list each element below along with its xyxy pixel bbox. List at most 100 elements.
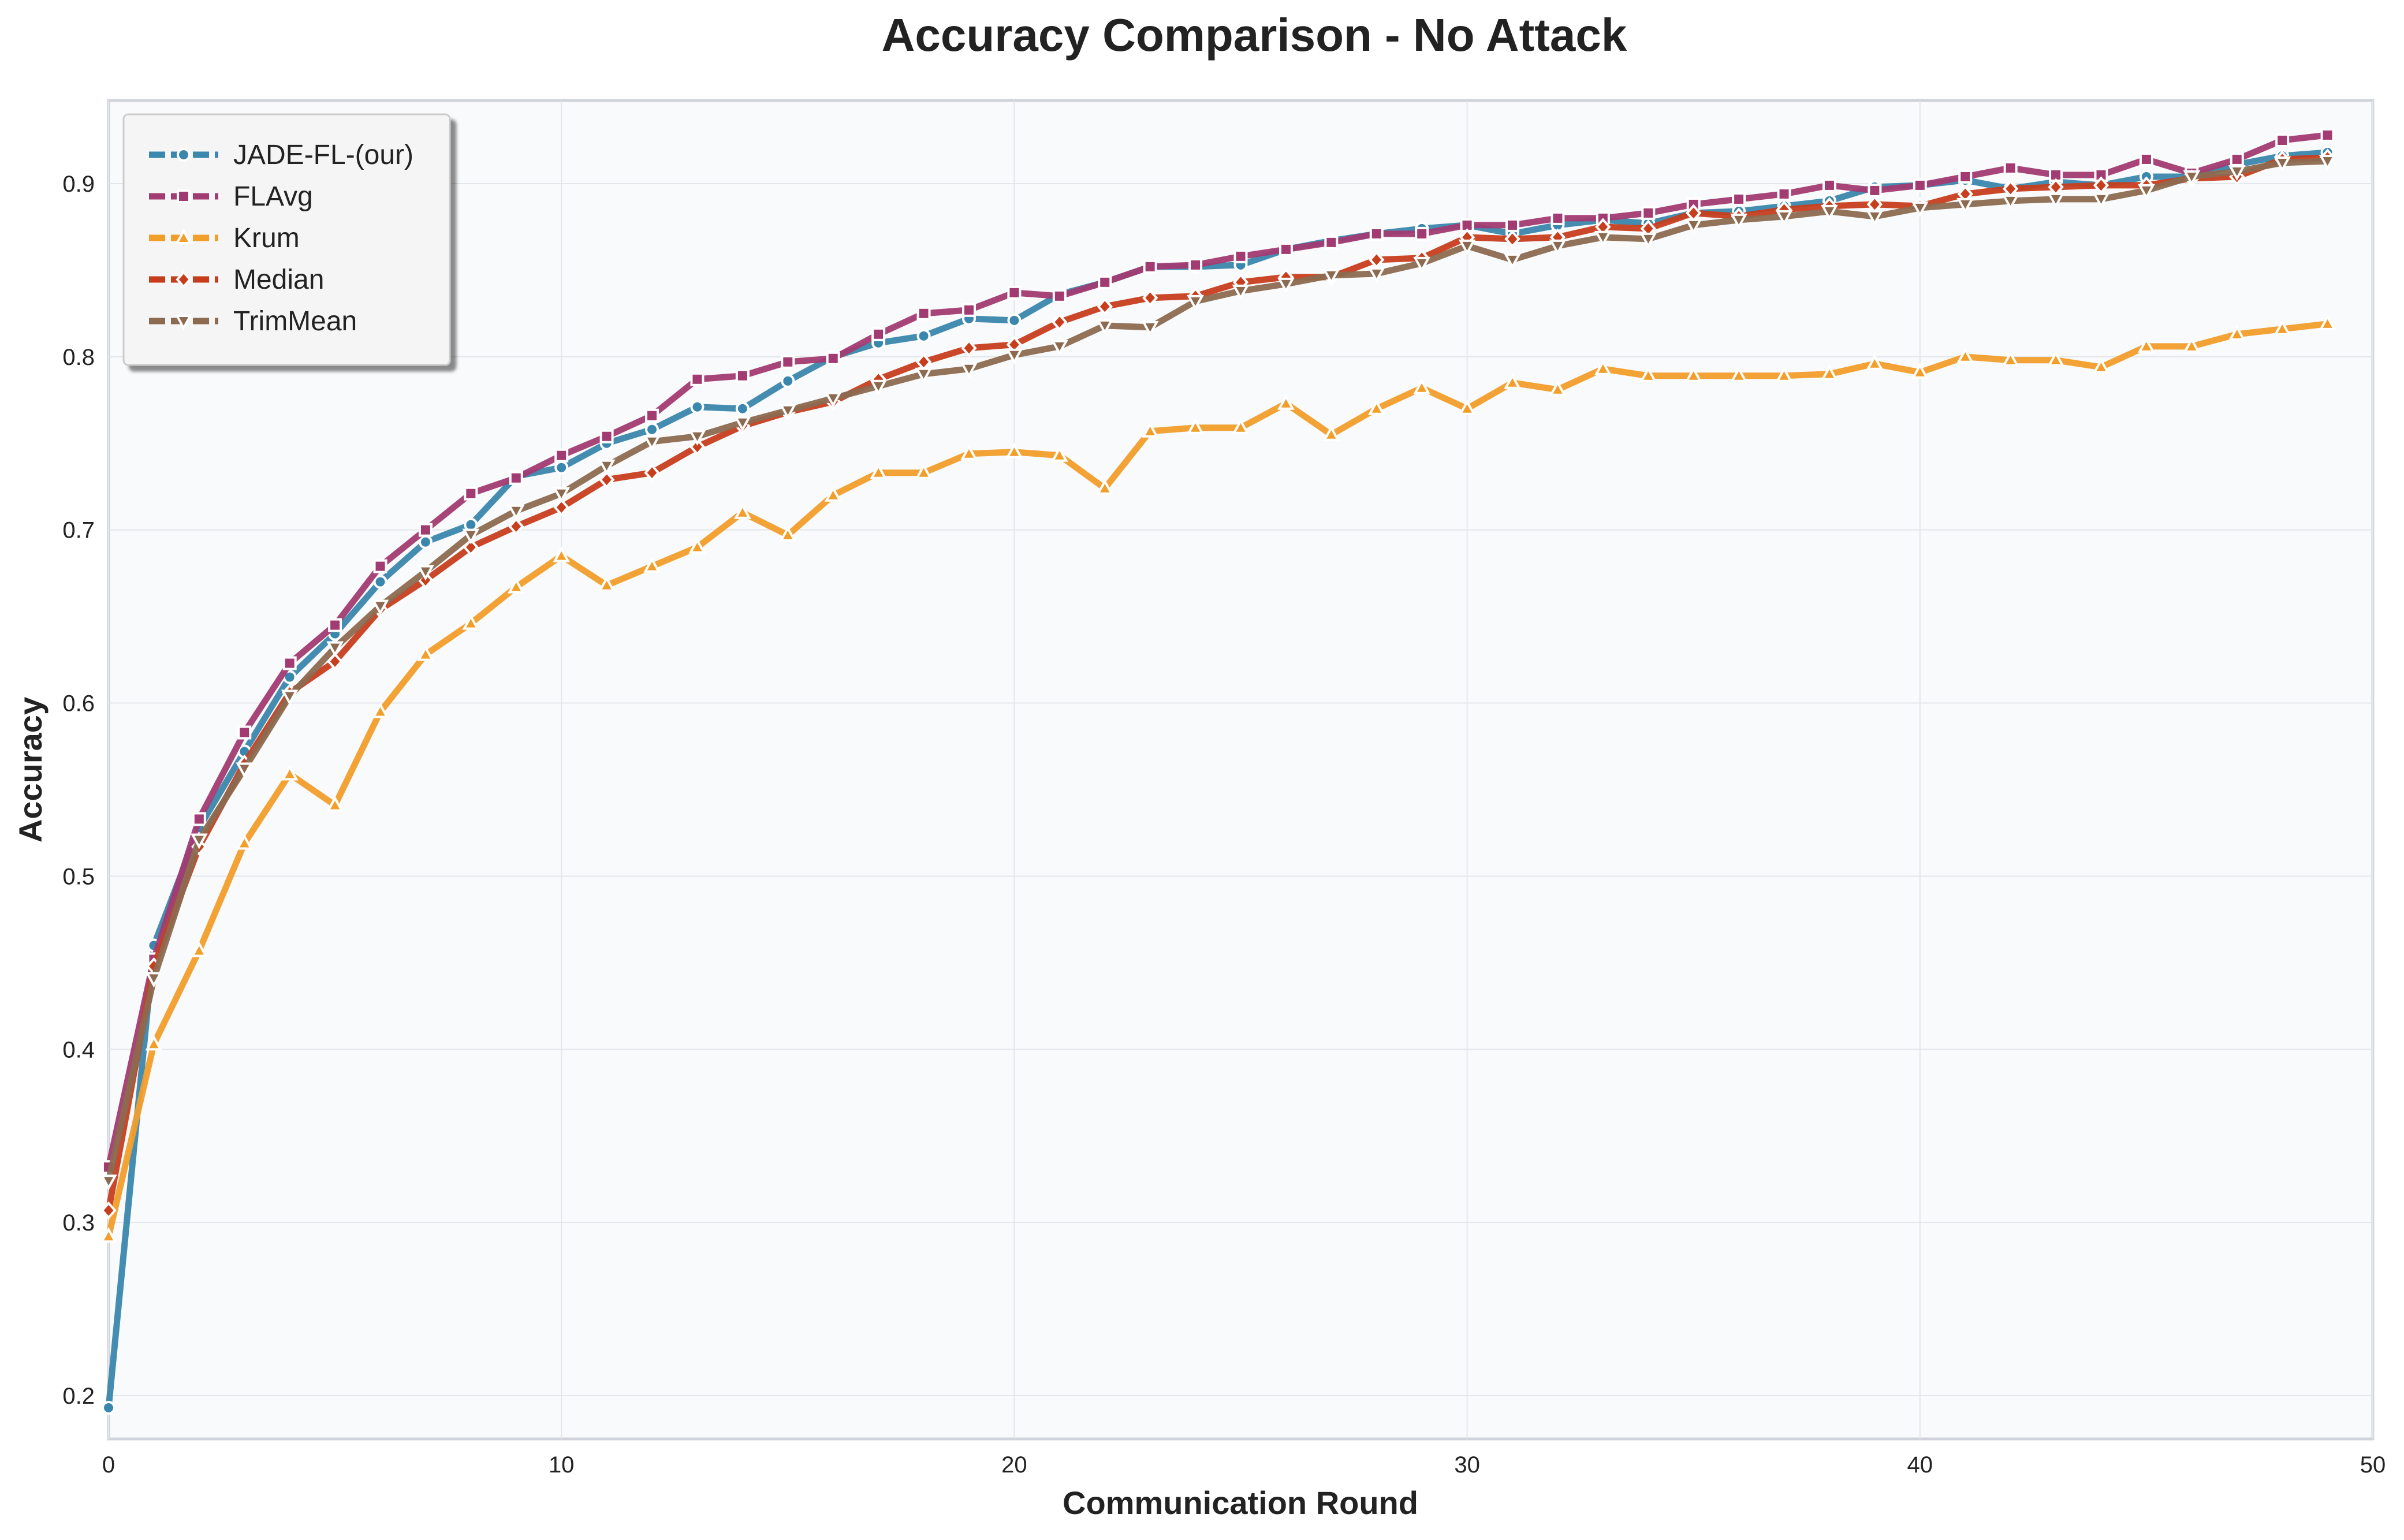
data-point [1050,446,1068,462]
data-point [1866,210,1884,226]
x-tick-label: 50 [2360,1452,2386,1478]
data-point [1188,258,1203,272]
y-tick-label: 0.4 [62,1037,95,1062]
data-point [643,557,661,573]
legend-marker [177,148,191,162]
data-point [961,303,976,317]
data-point [916,329,931,343]
data-point [1322,269,1340,285]
data-point [1232,284,1250,301]
data-point [281,689,299,706]
data-point [1052,289,1067,303]
data-point [1594,230,1612,247]
data-point [1956,197,1974,214]
data-point [2139,152,2153,166]
data-point [1097,297,1113,316]
data-point [1052,313,1068,331]
data-point [2230,152,2244,166]
data-point [373,575,387,589]
data-point [690,400,705,414]
legend-label: FLAvg [233,181,313,212]
data-point [190,833,208,849]
data-point [1277,394,1295,410]
data-point [915,367,933,383]
chart-title: Accuracy Comparison - No Attack [882,9,1627,61]
data-point [643,435,661,451]
data-point [1866,354,1884,370]
data-point [1369,226,1384,241]
data-point [598,576,616,592]
data-point [2002,350,2019,367]
data-point [871,327,886,341]
legend-label: TrimMean [233,306,357,337]
data-point [1367,267,1385,284]
data-point [1684,218,1702,235]
data-point [554,460,569,475]
data-point [598,471,615,489]
data-point [644,464,660,482]
data-point [781,355,795,369]
data-point [2275,133,2290,147]
data-point [645,422,659,437]
data-point [373,559,387,573]
y-tick-label: 0.7 [62,518,95,543]
data-point [1956,347,1974,363]
data-point [2228,325,2246,341]
data-point [2183,337,2201,353]
data-point [1911,201,1929,218]
data-point [192,812,206,826]
series-flavg [102,128,2335,1174]
data-point [1821,364,1838,381]
x-axis-ticks: 0 10 20 30 40 50 [102,1452,2386,1478]
legend-item: JADE-FL-(our) [149,140,413,170]
y-axis-ticks: 0.2 0.3 0.4 0.5 0.6 0.7 0.8 0.9 [62,171,95,1409]
data-point [418,523,433,537]
data-point [100,1174,117,1191]
legend-label: Krum [233,223,300,253]
data-point [1322,425,1340,441]
data-point [734,503,751,519]
data-point [371,599,389,616]
y-tick-label: 0.9 [62,171,95,197]
data-point [463,538,479,557]
data-point [688,538,706,554]
data-point [237,725,252,740]
y-tick-label: 0.8 [62,345,95,370]
data-point [735,401,750,416]
data-point [1277,277,1295,294]
data-point [2320,128,2335,142]
data-point [645,408,659,423]
series-line [105,154,2331,1214]
legend-box [122,113,451,366]
data-point [689,438,706,456]
data-point [464,486,478,501]
data-point [462,614,480,630]
x-tick-label: 40 [1907,1452,1933,1478]
data-point [1684,366,1702,382]
data-point [509,471,523,485]
data-point [1324,235,1339,249]
data-point [100,1226,117,1243]
data-point [1821,204,1838,221]
y-tick-label: 0.5 [62,864,95,889]
data-point [2003,161,2018,175]
data-point [1369,251,1385,269]
data-point [1050,340,1068,356]
data-point [508,517,524,536]
data-point [961,339,977,357]
legend-marker [175,228,192,244]
data-point [327,652,343,671]
data-point [1505,218,1520,232]
data-point [1458,399,1476,415]
data-point [915,463,933,479]
legend-item: Median [149,264,324,295]
data-point [2273,156,2291,173]
data-point [554,448,569,463]
data-point [1367,399,1385,415]
data-point [100,1201,117,1220]
data-point [553,498,569,517]
series-trimmean [100,154,2336,1191]
data-point [1777,187,1791,201]
data-point [1096,479,1114,495]
